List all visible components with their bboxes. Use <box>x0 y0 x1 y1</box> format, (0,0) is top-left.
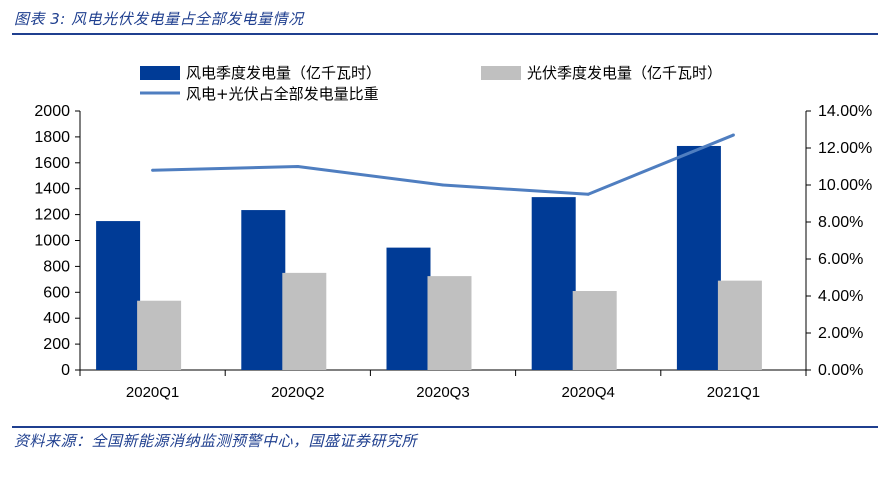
left-axis-tick-label: 1200 <box>34 207 70 224</box>
category-label: 2020Q1 <box>126 384 179 401</box>
legend-swatch-solar <box>481 66 521 80</box>
right-axis-tick-label: 10.00% <box>818 177 872 194</box>
solar-bar-2020Q4 <box>572 291 617 370</box>
left-axis-tick-label: 0 <box>61 362 70 379</box>
figure-caption: 图表 3: 风电光伏发电量占全部发电量情况 <box>14 10 304 28</box>
solar-bar-2020Q2 <box>282 272 327 370</box>
left-axis-tick-label: 600 <box>43 284 70 301</box>
right-axis-tick-label: 12.00% <box>818 140 872 157</box>
right-axis-tick-label: 4.00% <box>818 288 863 305</box>
left-axis-tick-label: 2000 <box>34 103 70 120</box>
share-point-2020Q1 <box>151 168 155 172</box>
wind-bar-2021Q1 <box>676 145 721 370</box>
legend-swatch-wind <box>140 66 180 80</box>
bars <box>96 145 762 370</box>
left-axis-tick-label: 1800 <box>34 129 70 146</box>
category-label: 2021Q1 <box>707 384 760 401</box>
share-line <box>151 133 735 196</box>
category-label: 2020Q3 <box>416 384 469 401</box>
left-axis-tick-label: 800 <box>43 258 70 275</box>
right-axis-tick-label: 2.00% <box>818 325 863 342</box>
left-axis-tick-label: 1400 <box>34 181 70 198</box>
legend-label-solar: 光伏季度发电量（亿千瓦时） <box>527 64 722 82</box>
category-label: 2020Q2 <box>271 384 324 401</box>
wind-bar-2020Q2 <box>241 210 286 370</box>
wind-bar-2020Q4 <box>531 197 576 370</box>
category-label: 2020Q4 <box>562 384 615 401</box>
left-axis-tick-label: 1000 <box>34 233 70 250</box>
figure-source: 资料来源：全国新能源消纳监测预警中心，国盛证券研究所 <box>14 432 418 450</box>
bottom-rule <box>12 426 878 428</box>
left-axis-tick-label: 200 <box>43 336 70 353</box>
legend: 风电季度发电量（亿千瓦时） 光伏季度发电量（亿千瓦时） 风电+光伏占全部发电量比重 <box>140 64 722 103</box>
category-labels: 2020Q1 2020Q2 2020Q3 2020Q4 2021Q1 <box>126 384 760 401</box>
solar-bar-2021Q1 <box>717 280 762 370</box>
share-point-2020Q2 <box>296 165 300 168</box>
right-axis-tick-label: 0.00% <box>818 362 863 379</box>
solar-bar-2020Q3 <box>427 276 472 370</box>
top-rule <box>12 33 878 35</box>
left-axis-tick-label: 400 <box>43 310 70 327</box>
share-point-2020Q4 <box>586 192 590 196</box>
wind-bar-2020Q3 <box>386 247 431 370</box>
right-axis-tick-label: 8.00% <box>818 214 863 231</box>
right-axis-tick-label: 14.00% <box>818 103 872 120</box>
share-point-2021Q1 <box>731 133 735 137</box>
legend-label-share: 风电+光伏占全部发电量比重 <box>186 85 379 103</box>
wind-bar-2020Q1 <box>96 221 141 370</box>
left-axis-tick-label: 1600 <box>34 155 70 172</box>
legend-label-wind: 风电季度发电量（亿千瓦时） <box>186 64 381 82</box>
axes: 0 200 400 600 800 1000 1200 1400 1600 1800 2000 0.0… <box>34 103 872 379</box>
right-axis-tick-label: 6.00% <box>818 251 863 268</box>
share-point-2020Q3 <box>441 183 445 187</box>
solar-bar-2020Q1 <box>137 300 182 370</box>
